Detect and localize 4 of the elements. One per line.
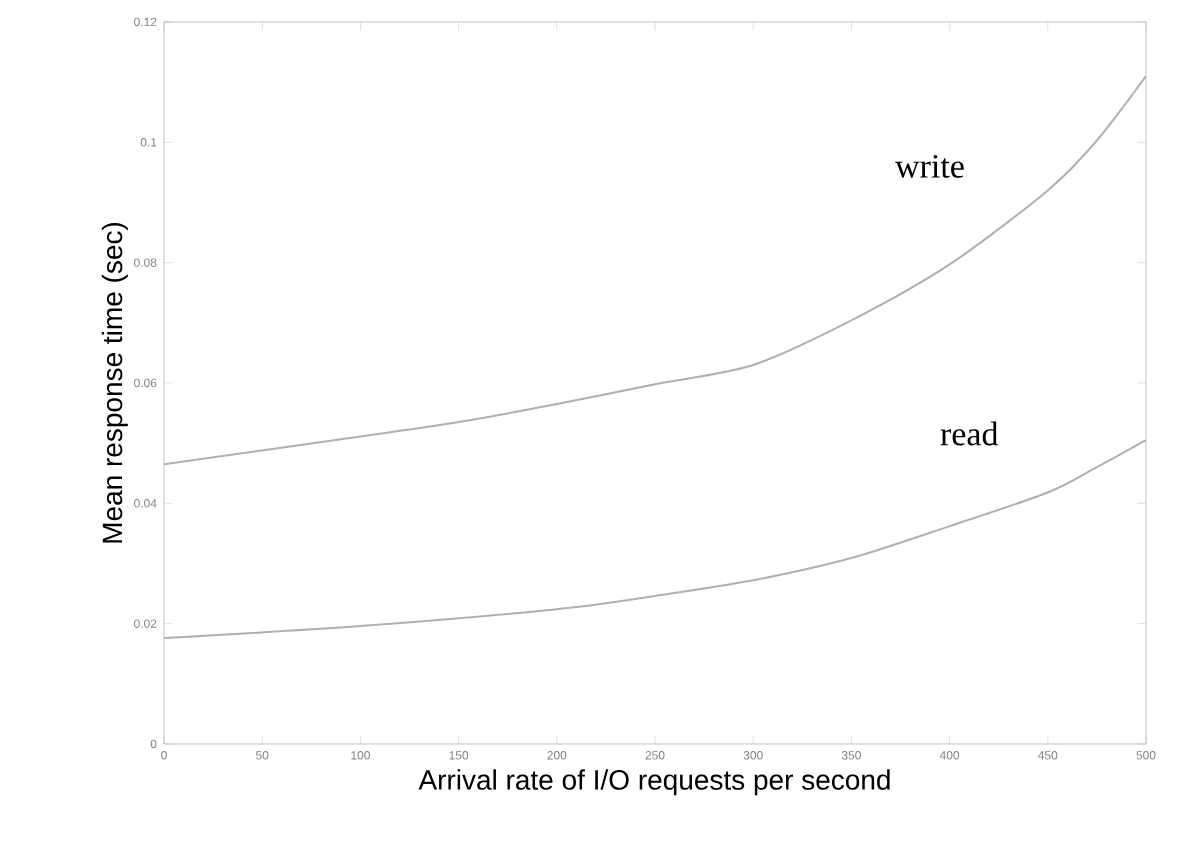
annotation: write [895, 154, 964, 178]
x-axis-title: Arrival rate of I/O requests per second [418, 769, 890, 796]
annotation: read [940, 421, 999, 446]
y-axis-title: Mean response time (sec) [101, 222, 128, 543]
